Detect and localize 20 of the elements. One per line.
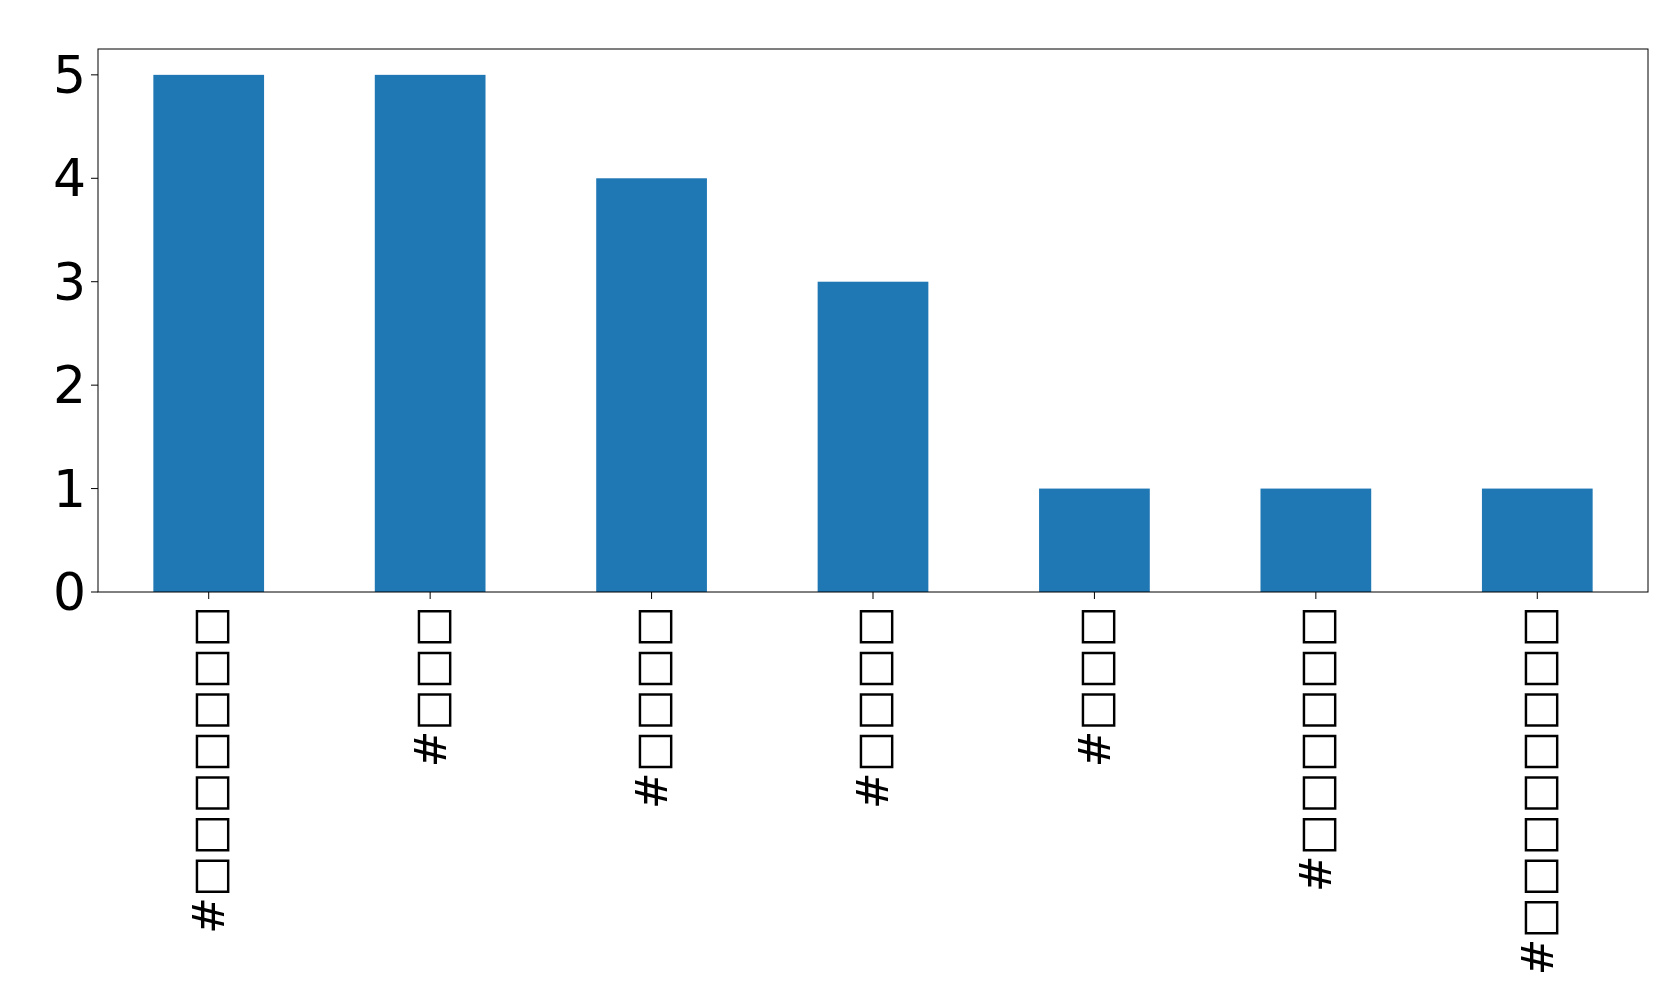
y-tick-label: 1 [52, 458, 86, 519]
bar [817, 281, 929, 592]
bar [1039, 488, 1150, 592]
bar [596, 178, 707, 592]
x-tick-label: #□□□□□□□□ [1511, 606, 1563, 976]
x-tick-label: #□□□□□□□ [183, 606, 235, 934]
x-tick-label: #□□□□ [847, 606, 899, 810]
y-tick-label: 4 [52, 148, 86, 209]
bar [1481, 488, 1593, 592]
x-tick-label: #□□□□ [625, 606, 677, 810]
x-tick-label: #□□□ [404, 606, 456, 768]
y-tick-label: 5 [52, 45, 86, 106]
y-tick-label: 3 [52, 251, 86, 312]
bar [1260, 488, 1372, 592]
bar [374, 74, 486, 592]
x-tick-label: #□□□□□□ [1290, 606, 1342, 893]
x-tick-label: #□□□ [1068, 606, 1120, 768]
y-tick-label: 0 [52, 562, 86, 623]
y-tick-label: 2 [52, 355, 86, 416]
bar [153, 74, 265, 592]
